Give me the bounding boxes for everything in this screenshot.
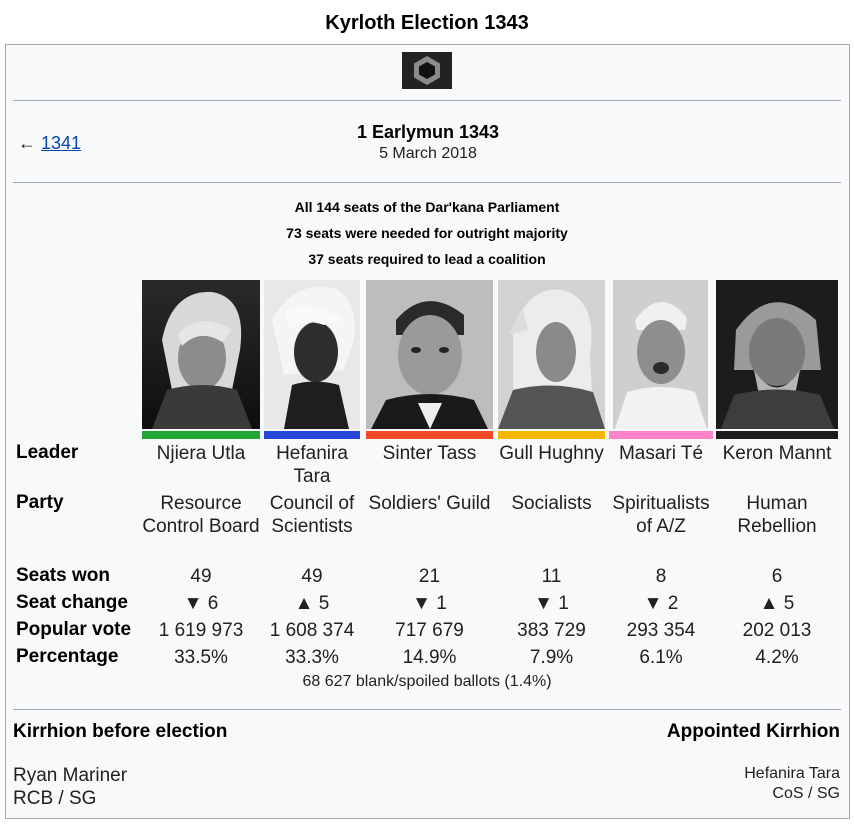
percentage-value: 14.9% xyxy=(402,647,457,668)
party-name: Spiritualists of A/Z xyxy=(612,493,710,537)
party-name: Human Rebellion xyxy=(737,493,817,537)
majority-info: 73 seats were needed for outright majori… xyxy=(286,225,568,241)
election-title: Kyrloth Election 1343 xyxy=(325,12,529,34)
seats-won-value: 8 xyxy=(655,566,667,587)
leader-name: Njiera Utla xyxy=(156,443,246,464)
left-arrow-icon: ← xyxy=(18,133,36,153)
popular-vote-value: 293 354 xyxy=(626,620,696,641)
percentage-value: 33.5% xyxy=(174,647,228,668)
party-color-bar xyxy=(609,431,713,439)
seats-won-value: 49 xyxy=(301,566,323,587)
portrait-hefanira-tara xyxy=(264,280,360,429)
popular-vote-value: 1 619 973 xyxy=(158,620,244,641)
popular-vote-value: 202 013 xyxy=(742,620,812,641)
seats-won-value: 49 xyxy=(190,566,212,587)
seats-won-value: 21 xyxy=(418,566,441,587)
popular-vote-value: 383 729 xyxy=(517,620,586,641)
leader-name: Keron Mannt xyxy=(722,443,832,464)
kirrhion-before-heading: Kirrhion before election xyxy=(13,721,228,742)
portrait-keron-mannt xyxy=(716,280,838,429)
leader-name: Hefanira Tara xyxy=(276,443,348,487)
seat-change-value: ▲ 5 xyxy=(759,593,795,614)
party-color-bar xyxy=(498,431,605,439)
party-name: Socialists xyxy=(511,493,592,514)
party-color-bar xyxy=(264,431,360,439)
portrait-njiera-utla xyxy=(142,280,260,429)
divider xyxy=(13,182,841,183)
seats-won-value: 11 xyxy=(541,566,562,587)
portrait-gull-hughny xyxy=(498,280,605,429)
percentage-value: 6.1% xyxy=(639,647,683,668)
row-label-percentage: Percentage xyxy=(16,646,119,667)
party-name: Soldiers' Guild xyxy=(368,493,491,514)
previous-kirrhion-name: Ryan Mariner xyxy=(13,765,128,786)
appointed-kirrhion-heading: Appointed Kirrhion xyxy=(666,721,840,742)
coalition-info: 37 seats required to lead a coalition xyxy=(308,251,546,267)
election-date: 1 Earlymun 1343 xyxy=(356,122,500,142)
seats-won-value: 6 xyxy=(771,566,783,587)
portrait-sinter-tass xyxy=(366,280,493,429)
election-date-gregorian: 5 March 2018 xyxy=(379,145,477,162)
party-name: Resource Control Board xyxy=(142,493,260,537)
leader-name: Gull Hughny xyxy=(499,443,604,464)
seats-total-info: All 144 seats of the Dar'kana Parliament xyxy=(294,199,560,215)
seat-change-value: ▲ 5 xyxy=(294,593,330,614)
party-logo-image xyxy=(402,52,452,89)
divider xyxy=(13,709,841,710)
appointed-kirrhion-party: CoS / SG xyxy=(772,785,840,802)
party-color-bar xyxy=(716,431,838,439)
row-label-seat-change: Seat change xyxy=(16,592,128,613)
row-label-seats-won: Seats won xyxy=(16,565,110,586)
row-label-party: Party xyxy=(16,492,64,513)
percentage-value: 33.3% xyxy=(285,647,339,668)
seat-change-value: ▼ 6 xyxy=(183,593,219,614)
party-color-bar xyxy=(366,431,493,439)
leader-name: Masari Té xyxy=(618,443,704,464)
leader-name: Sinter Tass xyxy=(382,443,477,464)
appointed-kirrhion-name: Hefanira Tara xyxy=(744,765,840,782)
previous-election-link[interactable]: 1341 xyxy=(41,133,82,153)
previous-kirrhion-party: RCB / SG xyxy=(13,788,97,809)
previous-election-nav: ← 1341 xyxy=(18,133,81,154)
percentage-value: 7.9% xyxy=(529,647,574,668)
seat-change-value: ▼ 2 xyxy=(643,593,679,614)
seat-change-value: ▼ 1 xyxy=(534,593,569,614)
percentage-value: 4.2% xyxy=(755,647,799,668)
row-label-leader: Leader xyxy=(16,442,79,463)
party-name: Council of Scientists xyxy=(269,493,355,537)
blank-ballots-note: 68 627 blank/spoiled ballots (1.4%) xyxy=(302,673,552,690)
popular-vote-value: 1 608 374 xyxy=(269,620,355,641)
divider xyxy=(13,100,841,101)
seat-change-value: ▼ 1 xyxy=(412,593,447,614)
portrait-masari-te xyxy=(613,280,708,429)
party-color-bar xyxy=(142,431,260,439)
row-label-popular-vote: Popular vote xyxy=(16,619,132,640)
popular-vote-value: 717 679 xyxy=(395,620,464,641)
